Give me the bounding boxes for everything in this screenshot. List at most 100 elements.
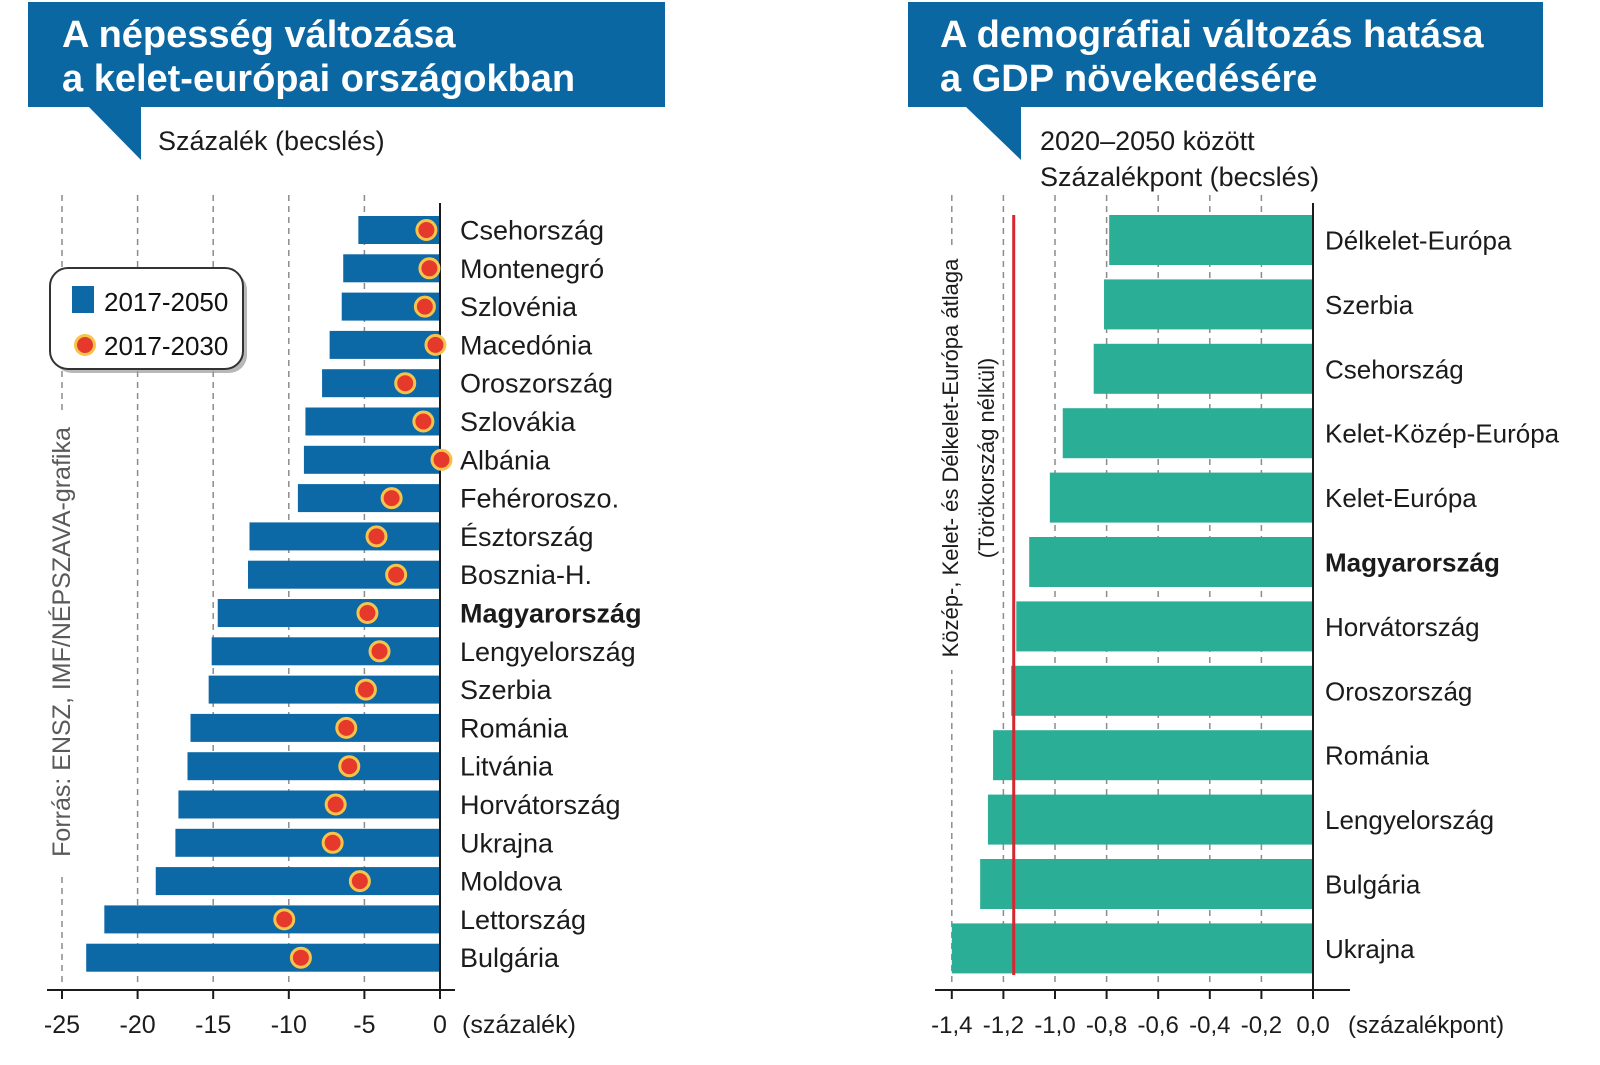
population-bar-lengyelorszag (211, 637, 440, 666)
chart-title-line-2: a kelet-európai országokban (62, 58, 575, 100)
chart-title-line-1: A népesség változása (62, 14, 456, 56)
gdp-impact-bar-kelet-europa (1049, 472, 1313, 523)
category-label-lengyelorszag: Lengyelország (1325, 805, 1494, 835)
legend-label-2017-2030: 2017-2030 (104, 331, 228, 361)
population-dot-oroszorszag (394, 372, 417, 395)
x-tick-label: -0,6 (1138, 1012, 1179, 1039)
population-dot-montenegro (418, 257, 441, 280)
population-dot-romania (335, 716, 358, 739)
category-label-litvania: Litvánia (460, 752, 554, 782)
population-dot-moldova (348, 870, 371, 893)
title-box-pointer (965, 106, 1021, 160)
legend: 2017-2050 2017-2030 (49, 267, 247, 373)
gdp-impact-bar-oroszorszag (1011, 665, 1313, 716)
category-label-bulgaria: Bulgária (460, 943, 560, 973)
population-change-plot: -25 -20 -15 -10 -5 0 (százalék) Csehország Monte… (44, 195, 642, 1039)
population-change-panel: A népesség változása a kelet-európai ors… (28, 2, 665, 1039)
title-box (908, 2, 1543, 107)
population-dot-macedonia (424, 333, 447, 356)
x-axis-label: (százalék) (462, 1011, 576, 1039)
gdp-impact-bar-horvatorszag (1016, 601, 1313, 652)
population-bar-litvania (187, 752, 440, 781)
x-tick-label: -5 (353, 1011, 375, 1039)
category-label-romania: Románia (460, 713, 569, 743)
category-label-esztorszag: Észtország (460, 522, 594, 552)
population-dot-szlovakia (412, 410, 435, 433)
population-bar-szerbia (208, 675, 440, 704)
category-label-kelet-kozep-europa: Kelet-Közép-Európa (1325, 419, 1560, 449)
chart-subtitle-line-2: Százalékpont (becslés) (1040, 162, 1319, 192)
x-tick-label: -25 (44, 1011, 80, 1039)
population-dot-feheroroszo (380, 487, 403, 510)
title-box (28, 2, 665, 107)
category-label-lettorszag: Lettország (460, 905, 586, 935)
population-bar-magyarorszag (217, 599, 440, 627)
gdp-impact-panel: A demográfiai változás hatása a GDP növe… (908, 2, 1560, 1039)
population-bar-romania (190, 713, 440, 742)
gdp-impact-bar-delkelet-europa (1109, 215, 1313, 265)
reference-line-label: Közép-, Kelet- és Délkelet-Európa átlaga… (936, 250, 1001, 670)
gdp-impact-plot: -1,4 -1,2 -1,0 -0,8 -0,6 -0,4 -0,2 0,0 (százalék… (931, 195, 1560, 1039)
reference-label-background (936, 250, 1001, 670)
category-label-magyarorszag: Magyarország (1325, 548, 1500, 578)
population-dot-bulgaria (289, 946, 312, 969)
category-label-ukrajna: Ukrajna (460, 828, 554, 858)
population-bar-bulgaria (86, 943, 440, 972)
legend-bar-swatch (72, 286, 94, 313)
population-bar-ukrajna (175, 828, 440, 857)
category-label-macedonia: Macedónia (460, 330, 593, 360)
category-label-oroszorszag: Oroszország (1325, 676, 1472, 706)
population-dot-csehorszag (415, 219, 438, 241)
population-dot-szlovenia (413, 295, 436, 318)
category-label-delkelet-europa: Délkelet-Európa (1325, 226, 1512, 256)
category-label-csehorszag: Csehország (460, 216, 604, 246)
population-bar-lettorszag (104, 905, 440, 934)
reference-label-line-2: (Törökország nélkül) (974, 358, 999, 559)
chart-title-line-2: a GDP növekedésére (940, 58, 1317, 100)
x-tick-label: -15 (195, 1011, 231, 1039)
x-tick-label: 0 (433, 1011, 447, 1039)
category-label-bosznia-h: Bosznia-H. (460, 560, 592, 590)
category-label-csehorszag: Csehország (1325, 354, 1464, 384)
x-tick-label: -20 (120, 1011, 156, 1039)
category-label-montenegro: Montenegró (460, 254, 604, 284)
population-dot-lengyelorszag (368, 640, 391, 663)
legend-dot-swatch (74, 334, 96, 356)
gdp-impact-bar-ukrajna (951, 923, 1313, 974)
population-dot-litvania (338, 755, 361, 778)
x-tick-label: -0,2 (1241, 1012, 1282, 1039)
category-label-bulgaria: Bulgária (1325, 870, 1421, 900)
category-label-szerbia: Szerbia (1325, 290, 1414, 320)
population-bar-bosznia-h (247, 560, 440, 589)
chart-subtitle: Százalék (becslés) (158, 126, 385, 156)
x-tick-label: -1,4 (931, 1012, 972, 1039)
gdp-impact-bar-kelet-kozep-europa (1062, 408, 1313, 459)
gdp-impact-bar-szerbia (1104, 279, 1313, 330)
title-box-pointer (88, 106, 141, 160)
x-tick-label: -10 (271, 1011, 307, 1039)
x-axis-label: (százalékpont) (1348, 1012, 1504, 1039)
population-dot-albania (430, 448, 453, 471)
population-bar-albania (303, 445, 440, 474)
category-label-magyarorszag: Magyarország (460, 599, 642, 629)
population-bar-horvatorszag (178, 790, 440, 819)
category-label-moldova: Moldova (460, 867, 563, 897)
category-label-ukrajna: Ukrajna (1325, 934, 1415, 964)
population-bar-macedonia (329, 330, 440, 359)
population-bar-oroszorszag (322, 369, 440, 398)
category-label-szerbia: Szerbia (460, 675, 553, 705)
gdp-impact-bar-romania (993, 730, 1313, 781)
population-bar-moldova (155, 867, 440, 896)
category-label-albania: Albánia (460, 445, 551, 475)
population-bar-esztorszag (249, 522, 440, 551)
category-label-szlovenia: Szlovénia (460, 292, 578, 322)
population-dot-esztorszag (365, 525, 388, 548)
category-label-romania: Románia (1325, 741, 1430, 771)
population-bar-feheroroszo (297, 484, 440, 513)
category-label-feheroroszo: Fehéroroszo. (460, 484, 619, 514)
gdp-impact-bar-csehorszag (1093, 343, 1313, 394)
reference-label-line-1: Közép-, Kelet- és Délkelet-Európa átlaga (938, 258, 963, 657)
population-dot-lettorszag (273, 908, 296, 931)
chart-subtitle-line-1: 2020–2050 között (1040, 126, 1255, 156)
